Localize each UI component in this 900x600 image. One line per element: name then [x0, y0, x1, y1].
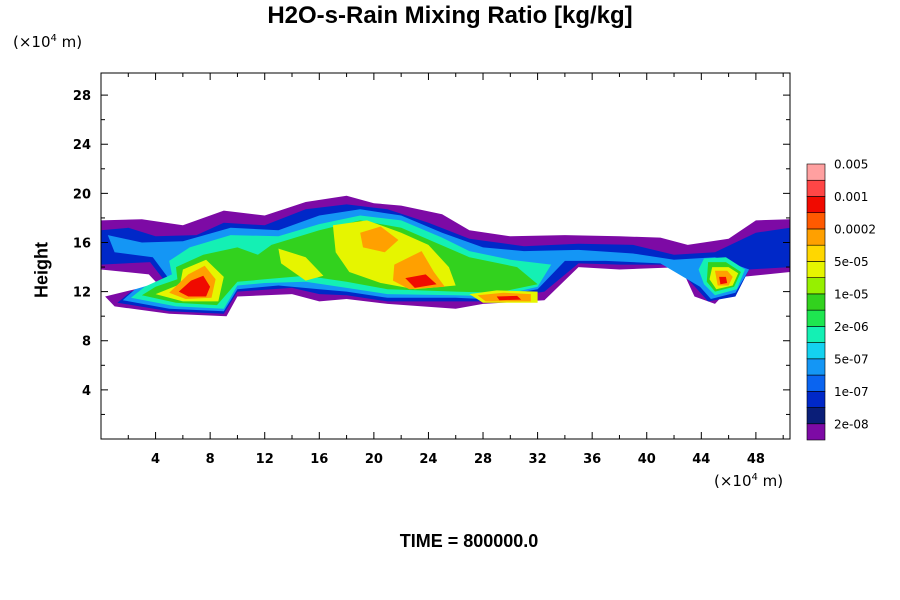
colorbar-label: 0.005 — [834, 158, 868, 172]
plot-frame — [100, 72, 791, 440]
x-tick-label: 12 — [256, 452, 274, 467]
y-axis-ticks: 4 8 12 16 20 24 28 — [73, 89, 790, 415]
colorbar-swatch — [806, 293, 826, 311]
colorbar-swatch — [806, 309, 826, 327]
x-tick-label: 16 — [310, 452, 328, 467]
colorbar: 2e-08 1e-07 5e-07 2e-06 1e-05 5e-05 0.0002 0.00… — [806, 158, 876, 441]
colorbar-swatch — [806, 374, 826, 392]
colorbar-swatch — [806, 423, 826, 441]
colorbar-swatch — [806, 244, 826, 262]
contour-region-17 — [178, 275, 211, 297]
colorbar-label: 1e-07 — [834, 385, 869, 399]
y-tick-label: 16 — [73, 236, 91, 251]
colorbar-swatch — [806, 277, 826, 295]
colorbar-swatch — [806, 407, 826, 425]
x-tick-label: 4 — [151, 452, 160, 467]
colorbar-swatch — [806, 179, 826, 197]
y-tick-label: 12 — [73, 286, 91, 301]
contour-region-9 — [278, 248, 324, 281]
x-axis-unit: (×104 m) — [714, 472, 784, 490]
y-tick-label: 4 — [82, 384, 91, 399]
x-tick-label: 48 — [747, 452, 765, 467]
colorbar-label: 0.0002 — [834, 222, 876, 236]
y-axis-unit: (×104 m) — [13, 33, 83, 51]
colorbar-swatch — [806, 358, 826, 376]
contour-region-20 — [496, 295, 522, 301]
x-axis-ticks: 4 8 12 16 20 24 28 32 36 40 44 48 — [127, 73, 784, 467]
y-tick-label: 20 — [73, 187, 91, 202]
colorbar-label: 1e-05 — [834, 287, 869, 301]
contour-region-19 — [719, 276, 728, 285]
contour-region-18 — [405, 274, 437, 288]
y-tick-label: 8 — [82, 335, 91, 350]
y-tick-label: 24 — [73, 138, 91, 153]
colorbar-swatch — [806, 163, 826, 181]
x-tick-label: 20 — [365, 452, 383, 467]
chart-title: H2O-s-Rain Mixing Ratio [kg/kg] — [267, 2, 633, 29]
x-tick-label: 44 — [692, 452, 710, 467]
colorbar-label: 2e-06 — [834, 320, 869, 334]
y-tick-label: 28 — [73, 89, 91, 104]
colorbar-label: 5e-05 — [834, 255, 869, 269]
colorbar-label: 2e-08 — [834, 417, 869, 431]
contour-regions — [101, 195, 790, 317]
colorbar-label: 5e-07 — [834, 352, 869, 366]
colorbar-swatch — [806, 212, 826, 230]
colorbar-swatch — [806, 261, 826, 278]
colorbar-swatch — [806, 342, 826, 360]
contour-region-13 — [393, 251, 445, 290]
colorbar-swatch — [806, 228, 826, 246]
contour-region-12 — [360, 226, 399, 253]
x-tick-label: 40 — [638, 452, 656, 467]
x-tick-label: 36 — [583, 452, 601, 467]
colorbar-swatch — [806, 326, 826, 343]
x-tick-label: 8 — [206, 452, 215, 467]
x-tick-label: 28 — [474, 452, 492, 467]
x-tick-label: 32 — [529, 452, 547, 467]
colorbar-swatch — [806, 390, 826, 408]
colorbar-label: 0.001 — [834, 190, 868, 204]
x-tick-label: 24 — [419, 452, 437, 467]
colorbar-swatch — [806, 196, 826, 214]
time-label: TIME = 800000.0 — [399, 531, 539, 551]
